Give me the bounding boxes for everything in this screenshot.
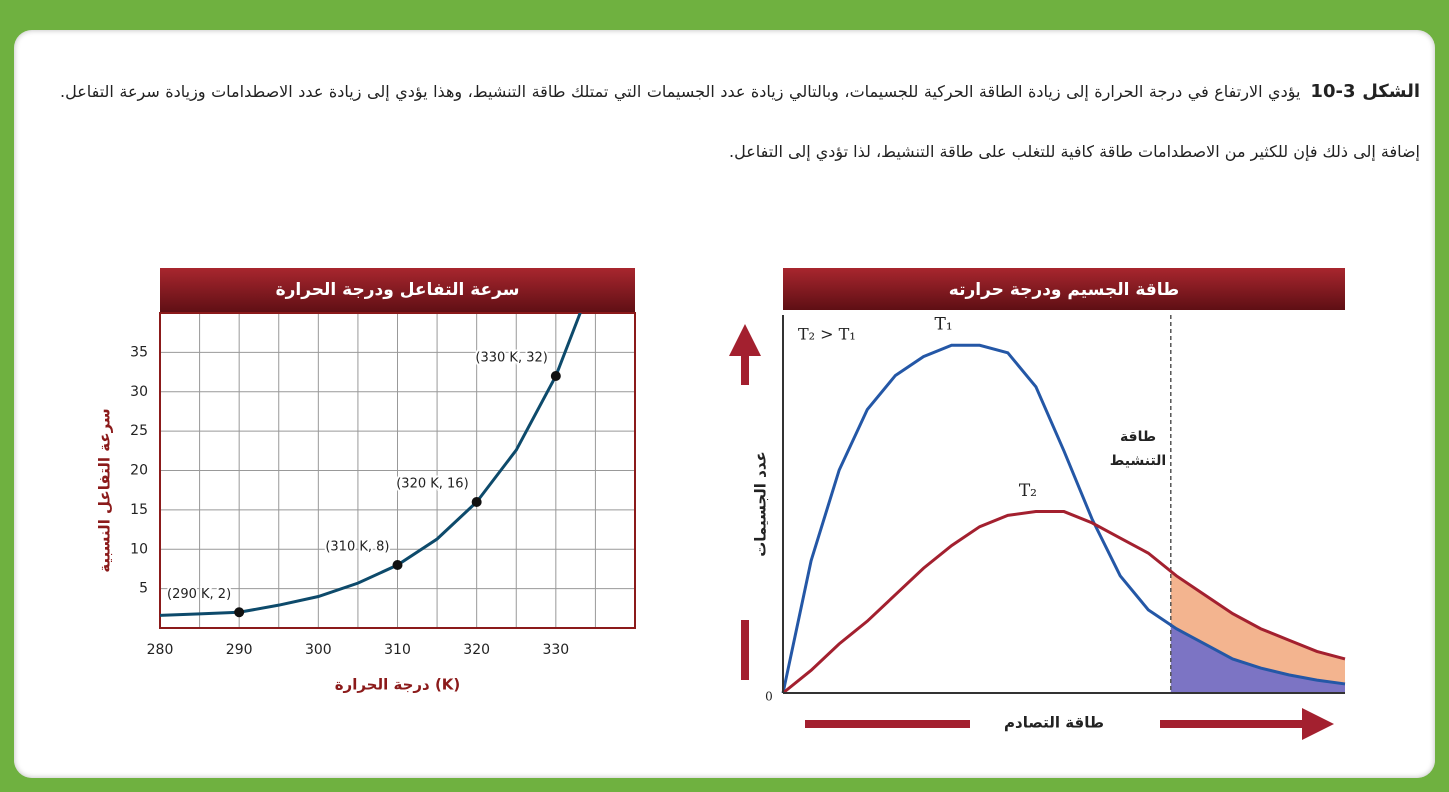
x-tick-label: 280 xyxy=(147,642,174,658)
curve xyxy=(160,313,582,617)
chart-title: سرعة التفاعل ودرجة الحرارة xyxy=(276,280,520,300)
plot-clip xyxy=(160,313,582,617)
note: T₂ > T₁ xyxy=(798,325,856,344)
x-tick-label: 320 xyxy=(463,642,490,658)
series-label: T₁ xyxy=(935,315,953,335)
shaded-area xyxy=(1170,624,1345,693)
y-axis-label: عدد الجسيمات xyxy=(752,451,770,557)
origin-label: 0 xyxy=(765,690,773,704)
x-axis-label: طاقة التصادم xyxy=(1004,714,1104,732)
x-tick-label: 290 xyxy=(226,642,253,658)
x-tick-label: 300 xyxy=(305,642,332,658)
x-axis-label: درجة الحرارة (K) xyxy=(335,676,461,694)
y-tick-label: 35 xyxy=(130,344,148,360)
plot-frame xyxy=(159,312,636,629)
chart-title: طاقة الجسيم ودرجة حرارته xyxy=(949,280,1179,300)
series-label: T₂ xyxy=(1019,481,1037,501)
y-tick-label: 25 xyxy=(130,423,148,439)
y-axis-label: سرعة التفاعل النسبية xyxy=(96,408,114,572)
data-point xyxy=(471,497,482,507)
data-label: (320 K, 16) xyxy=(396,477,468,492)
y-tick-label: 5 xyxy=(139,581,148,597)
data-label: (290 K, 2) xyxy=(167,587,231,602)
data-point xyxy=(392,560,403,570)
y-tick-label: 10 xyxy=(130,541,148,557)
x-tick-label: 330 xyxy=(542,642,569,658)
caption-text: يؤدي الارتفاع في درجة الحرارة إلى زيادة … xyxy=(60,82,1420,161)
x-tick-label: 310 xyxy=(384,642,411,658)
y-tick-label: 30 xyxy=(130,384,148,400)
data-label: (330 K, 32) xyxy=(475,351,547,366)
title-bar xyxy=(783,268,1345,310)
data-point xyxy=(550,371,561,381)
caption-label: الشكل 3-10 xyxy=(1310,81,1420,102)
curve xyxy=(781,343,1346,694)
y-tick-label: 20 xyxy=(130,463,148,479)
activation-label: طاقة التنشيط xyxy=(1109,429,1167,469)
data-point xyxy=(234,607,245,618)
y-tick-label: 15 xyxy=(130,502,148,518)
title-bar xyxy=(160,268,635,313)
curve xyxy=(782,510,1346,695)
data-label: (310 K, 8) xyxy=(325,540,389,555)
caption: الشكل 3-10يؤدي الارتفاع في درجة الحرارة … xyxy=(60,62,1420,182)
